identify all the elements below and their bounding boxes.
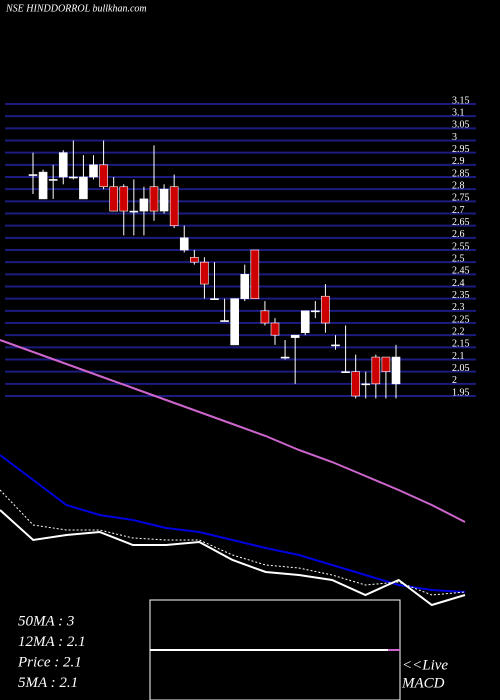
- candle-body: [58, 152, 68, 178]
- candle-body: [200, 261, 209, 285]
- y-tick-label: 2.8: [452, 180, 465, 191]
- macd-label: MACD: [401, 675, 445, 691]
- ma-line: [0, 489, 466, 596]
- y-tick-label: 2.25: [452, 314, 470, 325]
- candle-body: [270, 322, 280, 336]
- candle-body: [290, 334, 300, 338]
- y-tick-label: 2.65: [452, 217, 470, 228]
- candle-body: [129, 210, 139, 213]
- y-tick-label: 2.45: [452, 266, 470, 277]
- candle-body: [79, 176, 88, 200]
- candle-body: [341, 371, 350, 373]
- candle-body: [119, 186, 129, 212]
- macd-panel: [149, 599, 401, 700]
- ma-line: [0, 339, 466, 523]
- y-tick-label: 2.9: [452, 156, 465, 167]
- candle-body: [371, 356, 381, 385]
- stat-label: 5MA : 2.1: [18, 675, 78, 691]
- stat-label: Price : 2.1: [17, 654, 82, 670]
- candle-body: [169, 186, 179, 226]
- candle-body: [179, 237, 189, 251]
- macd-label: <<Live: [402, 657, 448, 673]
- candle-body: [300, 310, 310, 334]
- stat-label: 12MA : 2.1: [18, 634, 86, 650]
- candle-body: [331, 344, 340, 347]
- y-tick-label: 3.05: [452, 120, 470, 131]
- y-tick-label: 3.1: [452, 107, 465, 118]
- candle-body: [361, 383, 371, 386]
- ma-line: [0, 509, 466, 607]
- y-tick-label: 2.7: [452, 205, 465, 216]
- y-tick-label: 2.95: [452, 144, 470, 155]
- y-tick-label: 2.4: [452, 278, 465, 289]
- candle-body: [391, 356, 401, 385]
- candle-body: [260, 310, 270, 324]
- stat-label: 50MA : 3: [18, 613, 74, 629]
- y-tick-label: 2.2: [452, 326, 465, 337]
- y-tick-label: 3: [452, 132, 457, 143]
- candle-body: [230, 298, 239, 346]
- y-tick-label: 2.15: [452, 339, 470, 350]
- y-tick-label: 3.15: [452, 95, 470, 106]
- candle-body: [351, 371, 360, 397]
- candle-body: [139, 198, 149, 212]
- y-tick-label: 2.1: [452, 351, 465, 362]
- y-tick-label: 2.5: [452, 253, 465, 264]
- y-tick-label: 2.6: [452, 229, 465, 240]
- candle-body: [250, 249, 260, 299]
- candle-body: [28, 174, 38, 176]
- y-tick-label: 2: [452, 375, 457, 386]
- candle-body: [69, 176, 78, 179]
- candle-body: [210, 298, 219, 300]
- candle-body: [240, 274, 250, 299]
- y-tick-label: 2.05: [452, 363, 470, 374]
- chart-title: NSE HINDDORROL bullkhan.com: [5, 3, 147, 14]
- candle-body: [220, 320, 229, 322]
- candle-body: [159, 188, 169, 212]
- candle-body: [99, 164, 108, 188]
- y-tick-label: 2.35: [452, 290, 470, 301]
- ma-line: [0, 454, 466, 593]
- y-tick-label: 2.3: [452, 302, 465, 313]
- candle-body: [149, 186, 159, 212]
- y-tick-label: 2.75: [452, 193, 470, 204]
- candle-body: [311, 310, 320, 313]
- y-tick-label: 2.55: [452, 241, 470, 252]
- candle-body: [381, 356, 391, 372]
- candle-body: [190, 256, 199, 263]
- y-tick-label: 1.95: [452, 387, 470, 398]
- y-tick-label: 2.85: [452, 168, 470, 179]
- candle-body: [89, 164, 98, 178]
- candle-body: [48, 179, 58, 181]
- candle-body: [38, 171, 48, 200]
- candle-body: [321, 295, 330, 324]
- candle-body: [109, 186, 118, 212]
- candle-body: [280, 356, 290, 359]
